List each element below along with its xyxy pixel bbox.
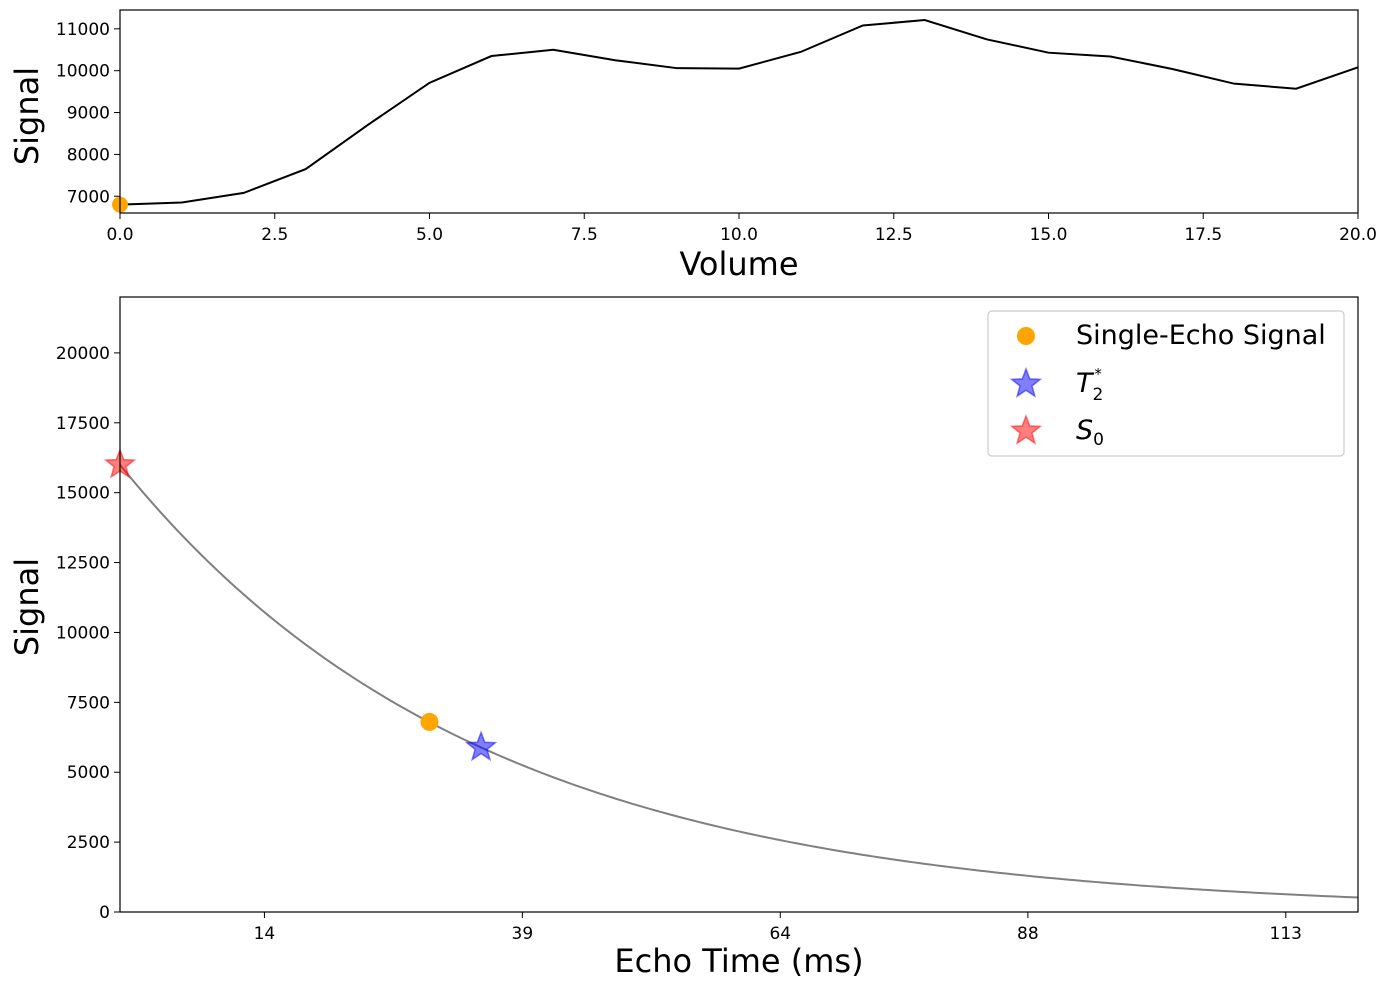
echo-time-signal-chart: 14 39 64 88 113 0 2500 5000 7500 10000 12500 15000 1… [8,296,1359,980]
top-y-tick-label: 7000 [67,187,110,207]
top-x-tick-label: 20.0 [1339,225,1377,245]
bottom-ticks: 14 39 64 88 113 0 2500 5000 7500 10000 12500 15000 1… [56,344,1302,944]
top-x-tick-label: 15.0 [1030,225,1068,245]
legend-box [987,310,1345,457]
bottom-y-tick-label: 0 [99,903,110,923]
decay-curve [119,464,1359,899]
bottom-y-axis-label: Signal [8,558,46,656]
bottom-y-tick-label: 15000 [56,484,110,504]
bottom-x-tick-label: 88 [1017,924,1039,944]
top-x-tick-label: 0.0 [106,225,133,245]
legend-label-single-echo: Single-Echo Signal [1076,320,1326,351]
top-x-tick-label: 5.0 [416,225,443,245]
bottom-series-group [103,447,1359,899]
top-ticks: 0.0 2.5 5.0 7.5 10.0 12.5 15.0 17.5 20.0 7000 8000… [56,20,1377,245]
single-echo-point [420,712,439,731]
legend-t2star-sub: 2 [1093,385,1104,405]
bottom-y-tick-label: 5000 [67,763,110,783]
bottom-x-tick-label: 14 [254,924,276,944]
legend-marker-t2star [1009,366,1043,398]
legend-marker-s0 [1009,413,1043,445]
legend-star-s0-shape [1009,413,1043,445]
legend-t2star-sup: * [1094,365,1102,383]
bottom-y-tick-label: 17500 [56,414,110,434]
top-series-group [112,19,1359,213]
bottom-x-tick-label: 64 [769,924,791,944]
legend-t2star-base: T [1076,368,1095,399]
legend-s0-sub: 0 [1093,430,1104,450]
top-y-tick-label: 8000 [67,145,110,165]
bottom-x-tick-label: 113 [1270,924,1302,944]
top-x-axis-label: Volume [679,245,798,283]
bottom-x-axis-label: Echo Time (ms) [614,942,863,980]
bottom-y-tick-label: 20000 [56,344,110,364]
t2star-star [464,730,498,762]
legend-star-t2star-shape [1009,366,1043,398]
bottom-plot-frame [119,296,1359,913]
top-x-tick-label: 7.5 [571,225,598,245]
bottom-y-tick-label: 10000 [56,623,110,643]
bottom-y-tick-label: 7500 [67,693,110,713]
bottom-y-tick-label: 12500 [56,554,110,574]
legend-label-s0: S0 [1076,415,1104,450]
bottom-x-tick-label: 39 [512,924,534,944]
legend-s0-base: S [1076,415,1093,446]
top-plot-frame [119,9,1359,214]
bottom-y-tick-label: 2500 [67,833,110,853]
top-series-line [119,19,1359,206]
volume-signal-chart: 0.0 2.5 5.0 7.5 10.0 12.5 15.0 17.5 20.0 7000 8000… [8,9,1377,283]
top-y-tick-label: 11000 [56,20,110,40]
top-x-tick-label: 10.0 [720,225,758,245]
top-y-tick-label: 9000 [67,104,110,124]
top-y-axis-label: Signal [8,67,46,165]
legend: Single-Echo Signal T2 * S0 [987,310,1345,457]
top-x-tick-label: 17.5 [1184,225,1222,245]
legend-label-t2star: T2 * [1076,365,1103,405]
top-y-tick-label: 10000 [56,62,110,82]
legend-marker-single-echo [1017,327,1035,345]
top-x-tick-label: 12.5 [875,225,913,245]
top-x-tick-label: 2.5 [261,225,288,245]
